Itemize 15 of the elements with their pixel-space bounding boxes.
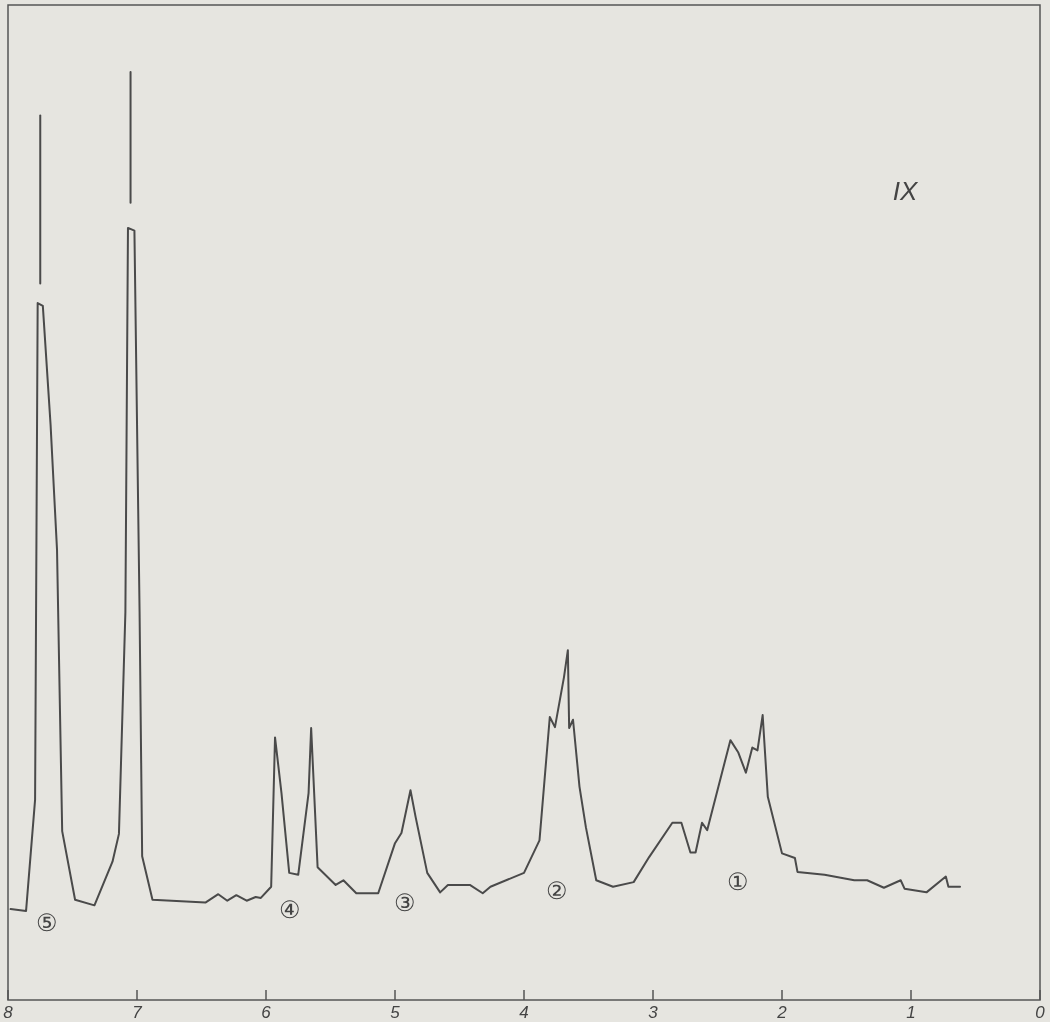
x-tick-label: 1 bbox=[906, 1003, 916, 1022]
annotation: ① bbox=[727, 868, 749, 896]
x-tick-label: 7 bbox=[132, 1003, 143, 1022]
x-tick-label: 0 bbox=[1035, 1003, 1046, 1022]
annotation: ③ bbox=[394, 889, 416, 917]
annotation: ④ bbox=[279, 896, 301, 924]
x-tick-label: 5 bbox=[390, 1003, 401, 1022]
annotation: ⑤ bbox=[36, 909, 58, 937]
x-tick-label: 3 bbox=[648, 1003, 659, 1022]
x-tick-label: 2 bbox=[776, 1003, 788, 1022]
annotation: IX bbox=[892, 176, 919, 206]
x-tick-label: 4 bbox=[519, 1003, 529, 1022]
x-tick-label: 8 bbox=[3, 1003, 14, 1022]
x-tick-label: 6 bbox=[261, 1003, 272, 1022]
annotation: ② bbox=[546, 877, 568, 905]
